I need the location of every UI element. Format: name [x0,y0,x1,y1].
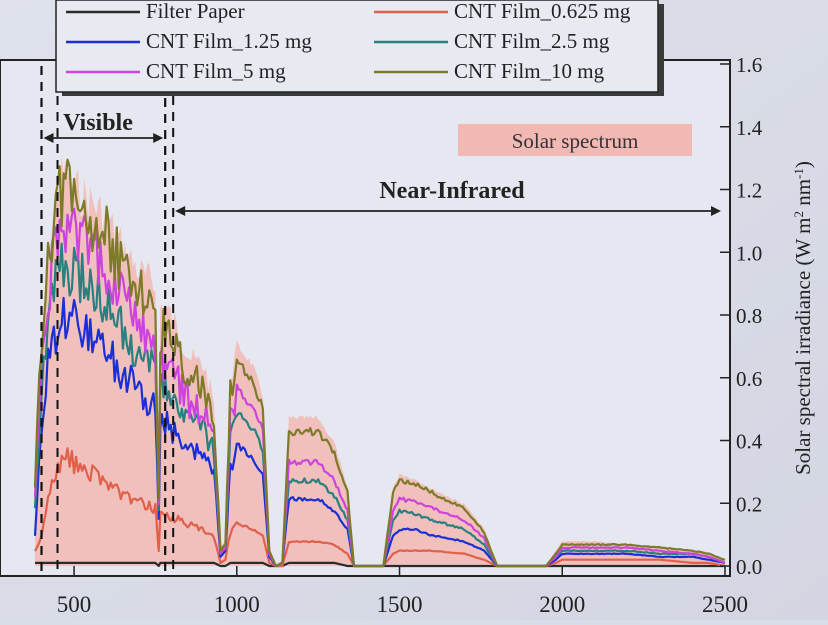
y-axis-label-mid: nm [791,179,815,211]
x-tick-label-0: 500 [57,592,92,617]
solar-spectrum-label-box [458,124,692,156]
series-layer [33,158,726,568]
y-axis-label-main: Solar spectral irradiance (W m [791,218,815,475]
legend-label-0: Filter Paper [146,0,245,23]
annotation-layer [40,66,721,572]
near-infrared-arrow-head-right [711,206,721,216]
visible-arrow-head-right [153,133,164,143]
y-tick-label-8: 1.6 [736,53,762,77]
x-tick-label-4: 2500 [702,592,748,617]
y-tick-label-7: 1.4 [736,116,763,140]
legend-label-3: CNT Film_2.5 mg [454,29,610,53]
y-axis-label-sup1: 2 [791,211,806,218]
legend-label-1: CNT Film_0.625 mg [454,0,631,23]
visible-arrow-head-left [43,133,54,143]
y-axis-label-end: ) [791,161,815,168]
axis-layer: 500 1000 1500 2000 2500 0.0 0.2 0.4 0.6 0.8 1.0 1.2… [57,53,763,617]
solar-spectrum-layer [35,156,725,566]
y-tick-label-6: 1.2 [736,179,762,203]
legend: Filter Paper CNT Film_0.625 mg CNT Film_1.… [55,0,664,96]
legend-label-5: CNT Film_10 mg [454,59,605,83]
y-tick-label-0: 0.0 [736,555,762,579]
solar-spectrum-label: Solar spectrum [512,129,639,153]
x-tick-label-1: 1000 [214,592,260,617]
y-axis-label-sup2: -1 [791,168,806,179]
x-tick-label-2: 1500 [377,592,423,617]
x-tick-label-3: 2000 [539,592,585,617]
legend-entries: Filter Paper CNT Film_0.625 mg CNT Film_1.… [66,0,631,83]
legend-box [55,0,659,93]
near-infrared-region-label: Near-Infrared [379,178,525,204]
visible-region-label: Visible [63,110,133,136]
legend-label-2: CNT Film_1.25 mg [146,29,312,53]
near-infrared-arrow-head-left [175,206,186,216]
solar-spectrum-area [35,156,725,566]
y-axis-label: Solar spectral irradiance (W m2 nm-1) [791,161,816,475]
legend-label-4: CNT Film_5 mg [146,59,286,83]
y-tick-label-2: 0.4 [736,430,763,454]
y-tick-label-5: 1.0 [736,241,762,265]
y-tick-label-1: 0.2 [736,492,762,516]
series-line-5 [33,158,726,568]
y-tick-label-3: 0.6 [736,367,762,391]
y-tick-label-4: 0.8 [736,304,762,328]
